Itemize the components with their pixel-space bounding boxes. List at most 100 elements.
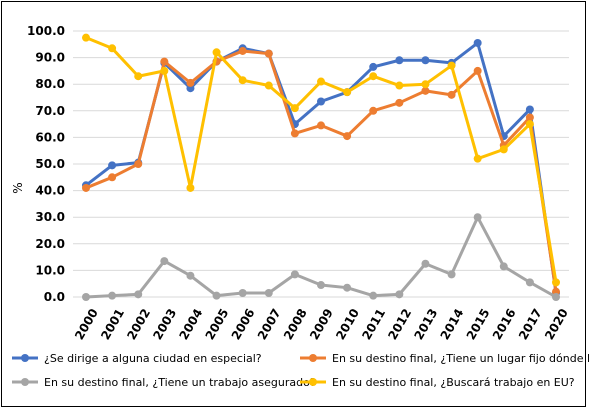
data-point [317,281,325,290]
x-tick-label: 2007 [255,306,284,342]
data-point [108,173,117,182]
x-tick-label: 2006 [229,306,258,342]
data-point [186,183,195,192]
series-line [85,49,558,292]
data-point [552,293,560,301]
legend-label: En su destino final, ¿Tiene un lugar fij… [332,352,589,365]
data-point [186,271,195,280]
data-point [525,120,534,129]
data-point [343,132,352,141]
data-point [108,44,117,53]
y-tick-label: 10.0 [35,263,65,277]
legend-item: ¿Se dirige a alguna ciudad en especial? [12,352,262,365]
x-tick-label: 2005 [203,306,232,342]
data-point [525,113,534,122]
legend: ¿Se dirige a alguna ciudad en especial? E… [12,352,589,389]
y-tick-label: 40.0 [35,184,65,198]
y-tick-label: 70.0 [35,104,65,118]
data-point [212,291,221,300]
series [82,213,560,301]
data-point [160,66,169,75]
y-tick-label: 100.0 [27,24,65,38]
legend-item: En su destino final, ¿Tiene un trabajo a… [12,376,316,389]
data-point [290,129,299,138]
data-point [421,80,430,89]
data-point [160,57,169,66]
x-tick-label: 2004 [177,306,206,342]
data-point [447,270,456,279]
data-point [369,291,378,300]
x-tick-label: 2008 [281,306,310,342]
data-point [108,291,117,300]
data-point [447,90,456,99]
data-point [290,104,299,113]
x-tick-label: 2015 [464,306,493,342]
data-point [499,145,508,154]
data-point [82,183,90,192]
data-point [525,105,534,114]
y-tick-label: 60.0 [35,130,65,144]
y-tick-label: 20.0 [35,237,65,251]
x-tick-label: 2001 [98,306,127,342]
data-point [238,289,247,298]
data-point [317,121,325,130]
x-axis-ticks: 2000200120022003200420052006200720082009… [72,306,571,342]
data-point [395,56,404,65]
data-point [369,62,378,71]
data-point [108,161,117,170]
data-point [134,160,143,168]
x-tick-label: 2010 [333,306,362,342]
data-point [421,56,430,65]
data-point [343,88,352,97]
series [82,33,560,287]
y-tick-label: 0.0 [44,290,65,304]
data-point [369,72,378,81]
x-tick-label: 2014 [438,306,467,342]
data-point [395,98,404,107]
x-tick-label: 2016 [490,306,519,342]
data-point [499,262,508,271]
legend-label: ¿Se dirige a alguna ciudad en especial? [44,352,262,365]
data-point [264,289,273,298]
legend-label: En su destino final, ¿Buscará trabajo en… [332,376,575,389]
x-tick-label: 2012 [385,306,414,342]
x-tick-label: 2009 [307,306,336,342]
legend-swatch-marker [21,354,29,362]
x-tick-label: 2003 [150,306,179,342]
data-point [395,290,404,299]
legend-swatch-marker [309,354,317,362]
data-point [369,106,378,115]
legend-item: En su destino final, ¿Tiene un lugar fij… [300,352,589,365]
data-point [134,290,143,299]
x-tick-label: 2013 [412,306,441,342]
data-point [421,259,430,268]
data-point [473,154,482,163]
data-point [264,49,273,58]
legend-swatch-marker [21,378,29,386]
data-point [317,77,325,86]
x-tick-label: 2000 [72,306,101,342]
data-point [238,76,247,85]
data-point [473,66,482,75]
data-point [290,270,299,279]
x-tick-label: 2002 [124,306,153,342]
data-point [395,81,404,90]
data-point [421,86,430,95]
y-tick-label: 80.0 [35,77,65,91]
data-point [264,81,273,90]
legend-item: En su destino final, ¿Buscará trabajo en… [300,376,575,389]
legend-swatch-marker [309,378,317,386]
series-lines [82,33,560,301]
y-tick-label: 90.0 [35,51,65,65]
x-tick-label: 2017 [516,306,545,342]
data-point [160,257,169,266]
data-point [552,278,560,287]
x-tick-label: 2020 [542,306,571,342]
data-point [212,48,221,57]
data-point [238,46,247,55]
y-axis-label: % [11,182,25,193]
y-tick-label: 50.0 [35,157,65,171]
data-point [82,33,90,42]
data-point [473,213,482,222]
